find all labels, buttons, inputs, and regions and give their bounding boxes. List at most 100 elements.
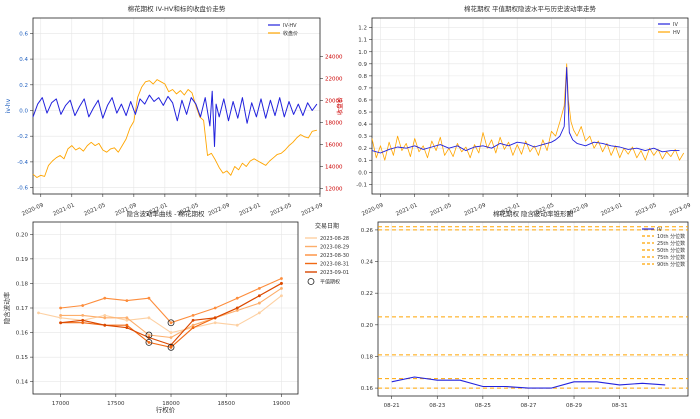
p2-ytick-label: 0.6 [358, 98, 367, 104]
p2-frame [371, 17, 689, 195]
p3-point [213, 321, 217, 325]
p3-point [59, 316, 63, 320]
p3-point [147, 316, 151, 320]
p4-legend-item-label: 75th 分位数 [657, 254, 685, 261]
p1-legend-close-label: 收盘价 [283, 30, 298, 37]
p4-ytick-label: 0.18 [361, 354, 374, 360]
p1-ytick-label: -0.2 [17, 134, 28, 140]
p3-ytick-label: 0.15 [16, 355, 29, 361]
p3-point [191, 326, 195, 330]
p1-xtick-label: 2020-09 [21, 202, 45, 217]
p1-xtick-label: 2021-01 [52, 202, 75, 217]
p3-point [125, 323, 129, 327]
p3-legend-title: 交易日期 [315, 222, 339, 230]
p2-xtick-label: 2020-09 [361, 202, 385, 217]
p1-xtick-label: 2023-09 [300, 202, 324, 217]
p3-xtick-label: 17500 [107, 401, 125, 407]
p3-point [191, 313, 195, 317]
p4-xtick-label: 08-31 [612, 403, 628, 409]
p4-xtick-label: 08-25 [475, 403, 491, 409]
p3-xtick-label: 18000 [162, 401, 180, 407]
p3-point [235, 296, 239, 300]
p4-xtick-label: 08-23 [429, 403, 445, 409]
p1-ytick-label: 0.2 [19, 83, 28, 89]
p3-legend-label: 2023-08-29 [320, 245, 349, 251]
p3-legend-label: 平值期权 [320, 279, 340, 286]
p3-series-line [38, 295, 282, 334]
p3-point [81, 304, 85, 307]
p3-xlabel: 行权价 [156, 405, 176, 414]
p3-legend-label: 2023-09-01 [320, 270, 349, 276]
p3-point [59, 313, 63, 317]
p3-point [59, 306, 63, 310]
p1-ytick-label: 0.4 [19, 57, 28, 63]
p1-ytick2-label: 14000 [325, 165, 343, 171]
p3-point [257, 286, 261, 290]
p1-ytick2-label: 20000 [325, 99, 343, 105]
p3-point [257, 294, 261, 298]
p4-title: 棉花期权 隐含波动率锥形图 [493, 209, 573, 218]
p3-ylabel: 隐含波动率 [2, 291, 11, 324]
p4-legend-item-label: 25th 分位数 [657, 240, 685, 247]
p4-frame [377, 221, 689, 397]
p2-ytick-label: 0.3 [358, 134, 367, 140]
p2-ytick-label: 0.4 [358, 122, 367, 128]
p3-point [103, 323, 107, 327]
p2-xtick-label: 2023-01 [600, 202, 623, 217]
p2-legend-iv-label: IV [673, 22, 678, 28]
p3-point [125, 326, 129, 330]
p3-point [81, 321, 85, 325]
p3-point [125, 299, 129, 303]
p2-xtick-label: 2021-05 [429, 202, 453, 217]
p3-point [213, 316, 217, 320]
p1-ytick2-label: 16000 [325, 143, 343, 149]
p3-point [213, 306, 217, 310]
p4-legend-item-label: 50th 分位数 [657, 247, 685, 254]
p3-title: 隐含波动率曲线 - 棉花期权 [127, 209, 205, 218]
p1-xtick-label: 2023-05 [269, 202, 293, 217]
p3-legend-atm-swatch [307, 278, 315, 285]
p3-point [280, 277, 283, 280]
p4-ytick-label: 0.26 [361, 228, 374, 234]
p4-xtick-label: 08-27 [520, 403, 536, 409]
p3-xtick-label: 18500 [217, 401, 235, 407]
p3-point [147, 341, 151, 344]
p3-ytick-label: 0.18 [16, 281, 29, 287]
p2-ytick-label: 0.1 [358, 158, 367, 164]
p3-point [59, 321, 63, 325]
p3-point [81, 313, 85, 317]
p4-legend-item-label: 10th 分位数 [657, 233, 685, 240]
p1-close-line [32, 79, 318, 178]
p4-xtick-label: 08-21 [384, 403, 400, 409]
p3-point [147, 296, 151, 300]
p3-xtick-label: 17000 [52, 401, 70, 407]
p2-xtick-label: 2023-09 [668, 202, 692, 217]
p2-ytick-label: 1.1 [358, 38, 367, 44]
p3-ytick-label: 0.14 [16, 380, 29, 386]
p1-xtick-label: 2021-05 [83, 202, 107, 217]
p1-ylabel2: 收盘价 [336, 97, 344, 115]
p3-point [103, 296, 107, 300]
p3-point [235, 309, 239, 312]
p2-ytick-label: 1.0 [358, 50, 367, 56]
p3-point [169, 345, 173, 349]
p3-point [37, 311, 40, 315]
p2-ytick-label: 0.5 [358, 110, 367, 116]
p3-point [169, 331, 173, 334]
p3-ytick-label: 0.20 [16, 232, 29, 238]
p3-atm-marker [167, 319, 175, 327]
p4-ytick-label: 0.24 [361, 260, 374, 266]
p2-xtick-label: 2023-05 [634, 202, 658, 217]
p1-ytick-label: 0.0 [19, 108, 28, 114]
p2-title: 棉花期权 平值期权隐波水平与历史波动率走势 [464, 4, 597, 13]
p1-xtick-label: 2022-09 [207, 202, 231, 217]
p1-ytick2-label: 24000 [325, 55, 343, 61]
p3-frame [32, 221, 299, 395]
p3-point [280, 286, 283, 290]
p3-legend-label: 2023-08-28 [320, 236, 349, 242]
p1-ytick2-label: 18000 [325, 121, 343, 127]
p1-ytick2-label: 12000 [325, 187, 343, 193]
p3-ytick-label: 0.19 [16, 257, 29, 263]
p1-ylabel: iv-hv [5, 98, 12, 113]
